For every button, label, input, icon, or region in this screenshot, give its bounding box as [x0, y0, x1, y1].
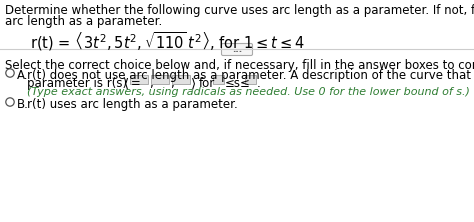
- Text: r(t) = $\left\langle 3t^2, 5t^2, \sqrt{110}\,t^2 \right\rangle$, for $1 \leq t \: r(t) = $\left\langle 3t^2, 5t^2, \sqrt{1…: [30, 30, 305, 53]
- Text: r(t) uses arc length as a parameter.: r(t) uses arc length as a parameter.: [27, 98, 238, 111]
- Text: ,: ,: [170, 77, 174, 90]
- FancyBboxPatch shape: [213, 75, 224, 84]
- FancyBboxPatch shape: [245, 75, 256, 84]
- FancyBboxPatch shape: [221, 44, 253, 56]
- Text: ...: ...: [232, 45, 242, 54]
- Text: arc length as a parameter.: arc length as a parameter.: [5, 15, 162, 28]
- FancyBboxPatch shape: [130, 75, 148, 84]
- Text: B.: B.: [17, 98, 29, 111]
- Text: .: .: [257, 77, 261, 90]
- Text: ,: ,: [149, 77, 153, 90]
- FancyBboxPatch shape: [172, 75, 190, 84]
- Text: for: for: [199, 77, 215, 90]
- Text: parameter is r(s) =: parameter is r(s) =: [27, 77, 141, 90]
- Text: ≤s≤: ≤s≤: [225, 77, 251, 90]
- Text: r(t) does not use arc length as a parameter. A description of the curve that use: r(t) does not use arc length as a parame…: [27, 69, 474, 82]
- Text: (Type exact answers, using radicals as needed. Use 0 for the lower bound of s.): (Type exact answers, using radicals as n…: [27, 87, 470, 97]
- Text: $\rangle$: $\rangle$: [190, 77, 196, 92]
- Text: A.: A.: [17, 69, 28, 82]
- FancyBboxPatch shape: [151, 75, 169, 84]
- Text: Select the correct choice below and, if necessary, fill in the answer boxes to c: Select the correct choice below and, if …: [5, 59, 474, 72]
- Text: $\langle$: $\langle$: [123, 77, 129, 92]
- Text: Determine whether the following curve uses arc length as a parameter. If not, fi: Determine whether the following curve us…: [5, 4, 474, 17]
